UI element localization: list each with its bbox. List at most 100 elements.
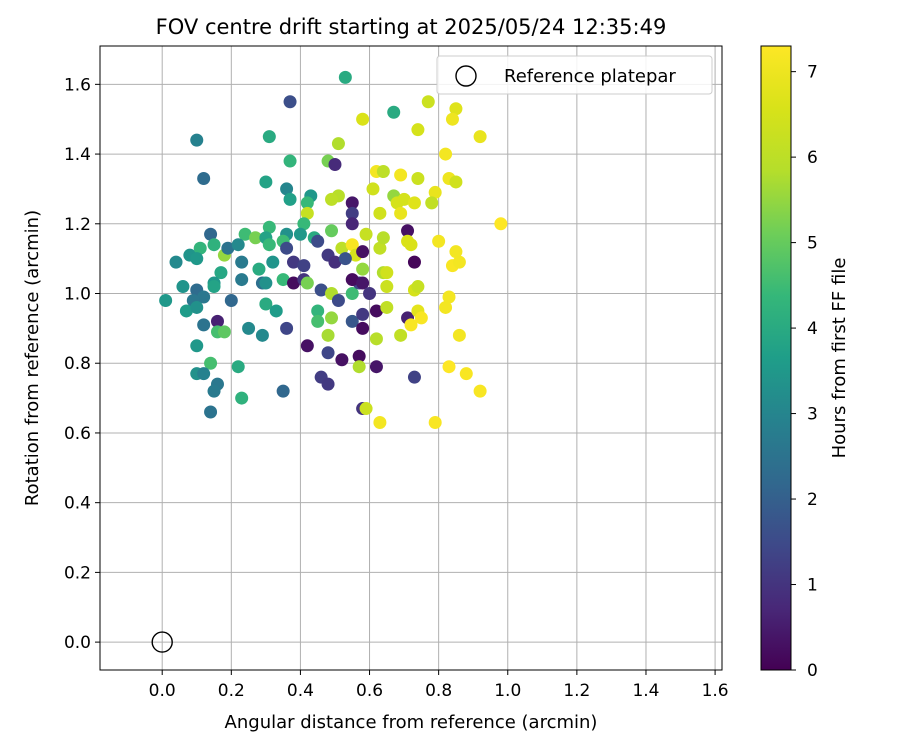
colorbar-tick-label: 6 <box>807 148 818 168</box>
data-point <box>300 276 314 290</box>
data-points <box>159 70 508 429</box>
chart-title: FOV centre drift starting at 2025/05/24 … <box>156 15 667 39</box>
colorbar-tick-label: 7 <box>807 63 818 83</box>
data-point <box>345 206 359 220</box>
y-tick-label: 1.2 <box>64 215 91 235</box>
data-point <box>280 321 294 335</box>
data-point <box>345 238 359 252</box>
data-point <box>197 318 211 332</box>
data-point <box>380 280 394 294</box>
legend-marker-reference <box>455 65 477 87</box>
data-point <box>442 290 456 304</box>
y-tick-label: 0.4 <box>64 494 91 514</box>
data-point <box>300 206 314 220</box>
data-point <box>321 328 335 342</box>
x-tick-label: 0.0 <box>149 681 176 701</box>
data-point <box>411 123 425 137</box>
data-point <box>207 238 221 252</box>
y-tick-label: 0.6 <box>64 424 91 444</box>
reference-marker-group <box>151 631 173 653</box>
data-point <box>494 217 508 231</box>
colorbar-tick-label: 0 <box>807 661 818 681</box>
data-point <box>331 137 345 151</box>
data-point <box>356 307 370 321</box>
data-point <box>376 164 390 178</box>
data-point <box>204 227 218 241</box>
data-point <box>235 273 249 287</box>
data-point <box>321 346 335 360</box>
data-point <box>328 158 342 172</box>
y-tick-label: 1.4 <box>64 145 91 165</box>
data-point <box>407 370 421 384</box>
data-point <box>407 196 421 210</box>
data-point <box>373 206 387 220</box>
data-point <box>224 293 238 307</box>
data-point <box>159 293 173 307</box>
y-axis-ticks: 0.0 0.2 0.4 0.6 0.8 1.0 1.2 1.4 1.6 <box>64 75 100 653</box>
y-axis-label: Rotation from reference (arcmin) <box>22 210 43 506</box>
data-point <box>204 356 218 370</box>
data-point <box>356 262 370 276</box>
data-point <box>359 402 373 416</box>
data-point <box>255 328 269 342</box>
data-point <box>442 360 456 374</box>
data-point <box>235 255 249 269</box>
x-axis-label: Angular distance from reference (arcmin) <box>225 712 598 733</box>
data-point <box>190 300 204 314</box>
colorbar-tick-label: 1 <box>807 576 818 596</box>
data-point <box>407 255 421 269</box>
data-point <box>373 241 387 255</box>
data-point <box>345 217 359 231</box>
data-point <box>331 293 345 307</box>
data-point <box>190 339 204 353</box>
data-point <box>314 283 328 297</box>
data-point <box>373 415 387 429</box>
data-point <box>300 339 314 353</box>
data-point <box>397 192 411 206</box>
data-point <box>283 95 297 109</box>
data-point <box>369 360 383 374</box>
legend-label-reference: Reference platepar <box>504 66 676 87</box>
data-point <box>421 95 435 109</box>
data-point <box>325 192 339 206</box>
data-point <box>345 196 359 210</box>
data-point <box>266 255 280 269</box>
data-point <box>325 311 339 325</box>
data-point <box>452 328 466 342</box>
data-point <box>449 245 463 259</box>
legend-frame <box>436 55 713 95</box>
data-point <box>176 280 190 294</box>
data-point <box>259 276 273 290</box>
data-point <box>179 304 193 318</box>
data-point <box>197 171 211 185</box>
data-point <box>428 185 442 199</box>
data-point <box>376 231 390 245</box>
data-point <box>231 360 245 374</box>
data-point <box>293 227 307 241</box>
x-tick-label: 1.0 <box>494 681 521 701</box>
x-tick-label: 1.6 <box>702 681 729 701</box>
data-point <box>321 377 335 391</box>
y-tick-label: 0.0 <box>64 633 91 653</box>
data-point <box>190 252 204 266</box>
x-tick-label: 1.2 <box>563 681 590 701</box>
grid-lines <box>100 46 722 670</box>
x-tick-label: 0.4 <box>287 681 314 701</box>
data-point <box>356 112 370 126</box>
reference-platepar-marker <box>151 631 173 653</box>
data-point <box>411 280 425 294</box>
data-point <box>311 234 325 248</box>
data-point <box>297 259 311 273</box>
data-point <box>335 353 349 367</box>
data-point <box>276 273 290 287</box>
y-tick-label: 1.6 <box>64 75 91 95</box>
x-tick-label: 0.8 <box>425 681 452 701</box>
data-point <box>439 147 453 161</box>
colorbar-tick-label: 3 <box>807 405 818 425</box>
x-axis-ticks: 0.0 0.2 0.4 0.6 0.8 1.0 1.2 1.4 1.6 <box>149 670 729 701</box>
data-point <box>380 300 394 314</box>
colorbar-ticks: 0 1 2 3 4 5 6 7 <box>791 63 818 681</box>
x-tick-label: 0.6 <box>356 681 383 701</box>
data-point <box>269 304 283 318</box>
